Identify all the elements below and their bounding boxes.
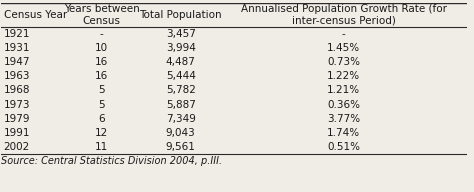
- Text: -: -: [342, 29, 346, 39]
- Text: Source: Central Statistics Division 2004, p.III.: Source: Central Statistics Division 2004…: [1, 156, 222, 166]
- Text: 1963: 1963: [4, 71, 30, 81]
- Text: 5,444: 5,444: [166, 71, 196, 81]
- Text: 5: 5: [98, 85, 105, 95]
- Text: 7,349: 7,349: [166, 114, 196, 124]
- Text: 3.77%: 3.77%: [327, 114, 360, 124]
- Text: 1.74%: 1.74%: [327, 128, 360, 138]
- Text: 9,043: 9,043: [166, 128, 195, 138]
- Text: 1973: 1973: [4, 100, 30, 110]
- Text: 1.21%: 1.21%: [327, 85, 360, 95]
- Text: -: -: [100, 29, 103, 39]
- Text: 10: 10: [95, 43, 108, 53]
- Text: 16: 16: [95, 71, 108, 81]
- Text: 9,561: 9,561: [166, 142, 196, 152]
- Text: Census Year: Census Year: [4, 10, 67, 20]
- Text: 1968: 1968: [4, 85, 30, 95]
- Text: 12: 12: [95, 128, 108, 138]
- Text: 1947: 1947: [4, 57, 30, 67]
- Text: 5,782: 5,782: [166, 85, 196, 95]
- Text: 3,994: 3,994: [166, 43, 196, 53]
- Text: 16: 16: [95, 57, 108, 67]
- Text: 0.73%: 0.73%: [327, 57, 360, 67]
- Text: Annualised Population Growth Rate (for
inter-census Period): Annualised Population Growth Rate (for i…: [241, 4, 447, 26]
- Text: 4,487: 4,487: [166, 57, 196, 67]
- Text: Years between
Census: Years between Census: [64, 4, 139, 26]
- Text: 11: 11: [95, 142, 108, 152]
- Text: Total Population: Total Population: [139, 10, 222, 20]
- Text: 0.36%: 0.36%: [327, 100, 360, 110]
- Text: 1979: 1979: [4, 114, 30, 124]
- Text: 1991: 1991: [4, 128, 30, 138]
- Text: 1.22%: 1.22%: [327, 71, 360, 81]
- Text: 3,457: 3,457: [166, 29, 196, 39]
- Text: 2002: 2002: [4, 142, 30, 152]
- Text: 0.51%: 0.51%: [327, 142, 360, 152]
- Text: 5: 5: [98, 100, 105, 110]
- Text: 1921: 1921: [4, 29, 30, 39]
- Text: 1.45%: 1.45%: [327, 43, 360, 53]
- Text: 6: 6: [98, 114, 105, 124]
- Text: 1931: 1931: [4, 43, 30, 53]
- Text: 5,887: 5,887: [166, 100, 196, 110]
